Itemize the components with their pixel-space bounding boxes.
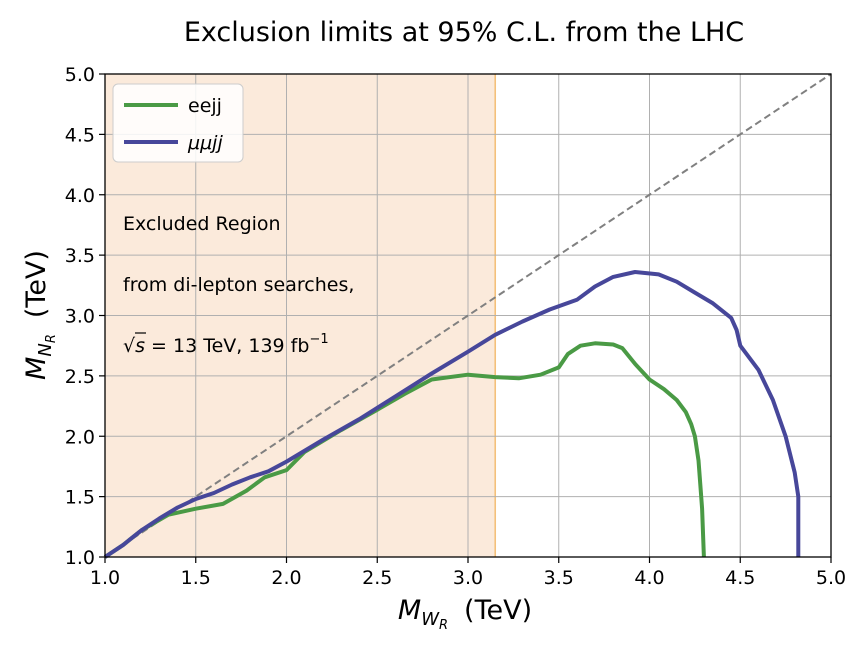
x-label-subscript: W	[421, 609, 440, 630]
x-tick-label-3: 2.5	[362, 567, 392, 589]
legend-label-eejj: eejj	[188, 95, 222, 117]
legend: eejj μμjj	[112, 83, 244, 163]
y-tick-label-1: 1.5	[65, 487, 95, 509]
series-layer	[103, 270, 801, 559]
series-line-eejj	[103, 341, 706, 559]
annotation-line-1: Excluded Region	[123, 213, 281, 235]
y-axis-label: MNR (TeV)	[21, 250, 59, 380]
y-tick-label-3: 2.5	[65, 366, 95, 388]
y-tick-label-6: 4.0	[65, 185, 95, 207]
y-axis-label-group: MNR (TeV)	[21, 250, 59, 380]
x-label-subsubscript: R	[439, 618, 448, 633]
annotation-energy-lumi: = 13 TeV, 139 fb	[145, 335, 309, 357]
y-label-symbol: M	[21, 357, 52, 380]
series-line-mumujj	[103, 270, 801, 559]
x-label-symbol: M	[398, 595, 421, 626]
chart-title: Exclusion limits at 95% C.L. from the LH…	[184, 17, 744, 48]
diagonal-line	[104, 73, 832, 558]
y-label-unit: (TeV)	[21, 250, 52, 318]
legend-box	[112, 83, 244, 163]
x-tick-label-4: 3.0	[453, 567, 483, 589]
x-axis-label: MWR (TeV)	[398, 595, 532, 633]
annotation-lumi-exponent: −1	[309, 332, 328, 347]
y-tick-label-4: 3.0	[65, 306, 95, 328]
y-tick-label-2: 2.0	[65, 426, 95, 448]
x-tick-label-2: 2.0	[271, 567, 301, 589]
annotation-sqrt: √	[123, 335, 136, 357]
x-tick-label-6: 4.0	[634, 567, 664, 589]
x-tick-label-0: 1.0	[90, 567, 120, 589]
y-label-subscript: N	[35, 343, 56, 356]
y-ticks: 1.0 1.5 2.0 2.5 3.0 3.5 4.0 4.5 5.0	[65, 64, 105, 569]
x-label-unit: (TeV)	[464, 595, 532, 626]
x-tick-label-5: 3.5	[544, 567, 574, 589]
x-tick-label-8: 5.0	[816, 567, 846, 589]
y-tick-label-7: 4.5	[65, 124, 95, 146]
y-label-subsubscript: R	[44, 334, 59, 343]
x-tick-label-7: 4.5	[725, 567, 755, 589]
diagonal-layer	[104, 73, 832, 558]
y-tick-label-0: 1.0	[65, 547, 95, 569]
annotation-s: s	[135, 335, 145, 357]
x-ticks: 1.0 1.5 2.0 2.5 3.0 3.5 4.0 4.5 5.0	[90, 557, 846, 589]
x-tick-label-1: 1.5	[181, 567, 211, 589]
legend-label-mumujj: μμjj	[187, 132, 223, 154]
y-tick-label-8: 5.0	[65, 64, 95, 86]
annotation-line-3: √s = 13 TeV, 139 fb−1	[123, 332, 329, 357]
annotation-line-2: from di-lepton searches,	[123, 274, 354, 296]
y-tick-label-5: 3.5	[65, 245, 95, 267]
